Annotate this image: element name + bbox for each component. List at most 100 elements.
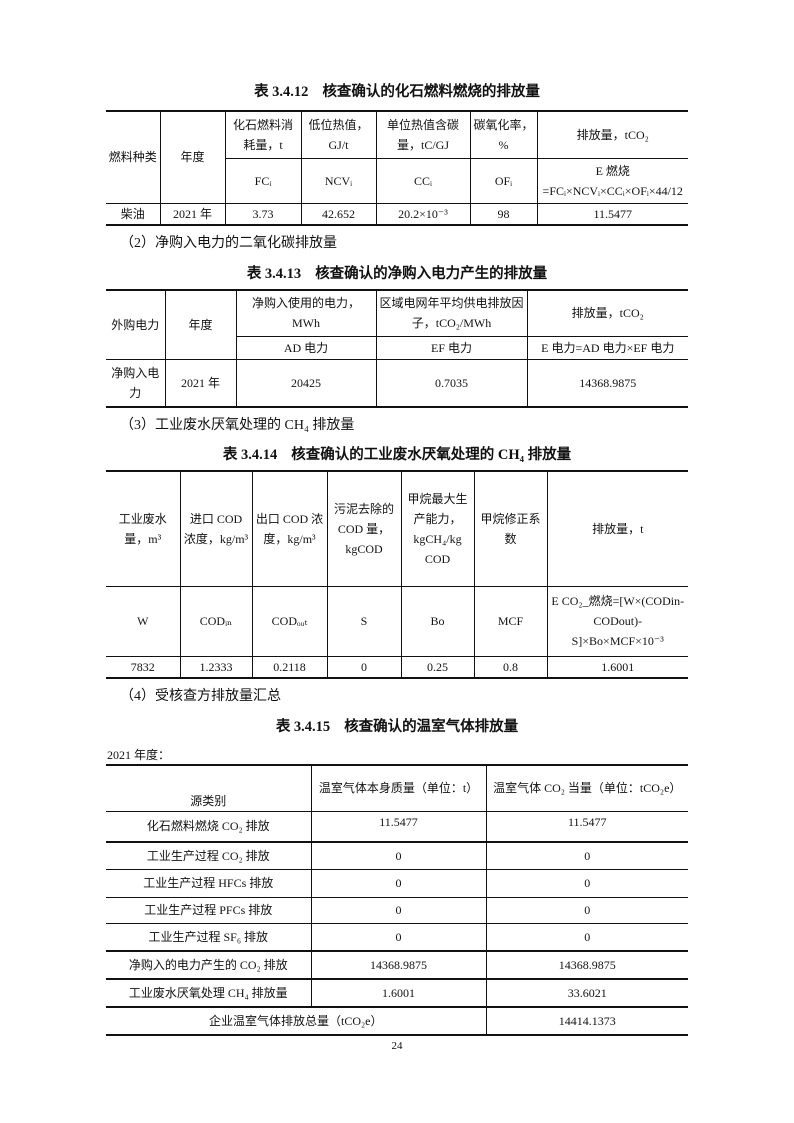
- table-row: 7832 1.2333 0.2118 0 0.25 0.8 1.6001: [106, 655, 688, 679]
- symbol-cell: W: [106, 585, 181, 657]
- cell: 98: [469, 202, 538, 226]
- header-cell: 排放量，tCO₂: [526, 289, 688, 337]
- symbol-cell: AD 电力: [236, 335, 377, 360]
- header-cell: 低位热值，GJ/t: [300, 110, 377, 159]
- cell: 0: [310, 896, 487, 924]
- table-row: 净购入电力 2021 年 20425 0.7035 14368.9875: [106, 358, 688, 408]
- header-cell: 出口 COD 浓度，kg/m³: [251, 470, 328, 587]
- cell: 工业生产过程 PFCs 排放: [106, 896, 312, 924]
- header-cell: 甲烷修正系数: [473, 470, 548, 587]
- cell: 0: [310, 868, 487, 898]
- table-caption: 表 3.4.12 核查确认的化石燃料燃烧的排放量: [0, 80, 794, 101]
- purchased-electricity-table: 外购电力 年度 净购入使用的电力，MWh 区域电网年平均供电排放因子，tCO₂/…: [106, 289, 688, 408]
- symbol-cell: OFᵢ: [469, 157, 538, 204]
- cell: 7832: [106, 655, 181, 679]
- cell: 0: [485, 922, 688, 952]
- cell: 2021 年: [159, 202, 226, 226]
- cell: 0: [326, 655, 402, 679]
- header-cell: 进口 COD 浓度，kg/m³: [179, 470, 253, 587]
- header-cell: 碳氧化率，%: [469, 110, 538, 159]
- cell: 14368.9875: [310, 950, 487, 980]
- cell: 14368.9875: [526, 358, 688, 408]
- caption-number: 表 3.4.12: [254, 84, 309, 100]
- cell: 工业废水厌氧处理 CH₄ 排放量: [106, 978, 312, 1008]
- symbol-cell: CODᵢₙ: [179, 585, 253, 657]
- symbol-cell: FCᵢ: [225, 157, 302, 204]
- cell: 0.25: [400, 655, 475, 679]
- symbol-cell: E 燃烧=FCᵢ×NCVᵢ×CCᵢ×OFᵢ×44/12: [536, 157, 688, 204]
- table-caption: 表 3.4.13 核查确认的净购入电力产生的排放量: [0, 262, 794, 283]
- table-row: 柴油 2021 年 3.73 42.652 20.2×10⁻³ 98 11.54…: [106, 202, 688, 226]
- header-cell: 排放量，t: [546, 470, 688, 587]
- cell: 工业生产过程 CO₂ 排放: [106, 841, 312, 870]
- cell: 工业生产过程 HFCs 排放: [106, 868, 312, 898]
- caption-number: 表 3.4.15: [275, 719, 331, 735]
- total-value: 14414.1373: [485, 1006, 688, 1036]
- header-cell: 年度: [164, 289, 237, 360]
- table-caption: 表 3.4.15 核查确认的温室气体排放量: [0, 715, 794, 736]
- ghg-summary-table: 源类别 温室气体本身质量（单位：t） 温室气体 CO₂ 当量（单位：tCO₂e）…: [106, 764, 688, 1036]
- symbol-cell: E 电力=AD 电力×EF 电力: [526, 335, 688, 360]
- symbol-cell: Bo: [400, 585, 475, 657]
- section-heading: （4）受核查方排放量汇总: [120, 689, 281, 704]
- symbol-cell: CODₒᵤₜ: [251, 585, 328, 657]
- cell: 0.8: [473, 655, 548, 679]
- header-cell: 化石燃料消耗量，t: [224, 110, 302, 159]
- caption-number: 表 3.4.14: [222, 447, 278, 463]
- cell: 3.73: [224, 202, 302, 226]
- section-heading: （3）工业废水厌氧处理的 CH₄ 排放量: [120, 418, 355, 433]
- total-label: 企业温室气体排放总量（tCO₂e）: [106, 1006, 487, 1036]
- cell: 0.7035: [375, 358, 528, 408]
- table-row: 工业废水厌氧处理 CH₄ 排放量 1.6001 33.6021: [106, 978, 688, 1008]
- total-row: 企业温室气体排放总量（tCO₂e） 14414.1373: [106, 1006, 688, 1036]
- cell: 柴油: [106, 202, 161, 226]
- cell: 11.5477: [310, 810, 487, 843]
- cell: 1.6001: [546, 655, 688, 679]
- cell: 42.652: [300, 202, 377, 226]
- cell: 化石燃料燃烧 CO₂ 排放: [106, 810, 312, 843]
- table-caption: 表 3.4.14 核查确认的工业废水厌氧处理的 CH₄ 排放量: [0, 443, 794, 464]
- caption-text: 核查确认的温室气体排放量: [344, 719, 519, 735]
- header-cell: 污泥去除的 COD 量，kgCOD: [326, 470, 402, 587]
- table-row: 工业生产过程 HFCs 排放 0 0: [106, 868, 688, 898]
- cell: 11.5477: [485, 810, 688, 843]
- header-cell: 区域电网年平均供电排放因子，tCO₂/MWh: [375, 289, 528, 337]
- header-cell: 净购入使用的电力，MWh: [235, 289, 377, 337]
- cell: 1.6001: [310, 978, 487, 1008]
- header-cell: 工业废水量，m³: [106, 470, 181, 587]
- fossil-fuel-table: 燃料种类 年度 化石燃料消耗量，t 低位热值，GJ/t 单位热值含碳量，tC/G…: [106, 110, 688, 226]
- header-cell: 温室气体 CO₂ 当量（单位：tCO₂e）: [485, 764, 688, 812]
- symbol-cell: NCVᵢ: [300, 157, 377, 204]
- cell: 0: [485, 841, 688, 870]
- header-cell: 甲烷最大生产能力，kgCH₄/kg COD: [400, 470, 475, 587]
- header-cell: 外购电力: [106, 289, 166, 360]
- caption-text: 核查确认的工业废水厌氧处理的 CH₄ 排放量: [291, 447, 572, 463]
- cell: 20.2×10⁻³: [375, 202, 471, 226]
- cell: 14368.9875: [485, 950, 688, 980]
- header-cell: 源类别: [106, 764, 312, 812]
- table-row: 工业生产过程 SF₆ 排放 0 0: [106, 922, 688, 952]
- year-note: 2021 年度：: [107, 748, 171, 762]
- caption-text: 核查确认的化石燃料燃烧的排放量: [322, 84, 540, 100]
- page-number: 24: [391, 1040, 403, 1052]
- header-cell: 单位热值含碳量，tC/GJ: [375, 110, 471, 159]
- cell: 净购入电力: [106, 358, 166, 408]
- caption-number: 表 3.4.13: [246, 266, 302, 282]
- wastewater-ch4-table: 工业废水量，m³ 进口 COD 浓度，kg/m³ 出口 COD 浓度，kg/m³…: [106, 470, 688, 679]
- caption-text: 核查确认的净购入电力产生的排放量: [315, 266, 548, 282]
- symbol-cell: E CO₂_燃烧=[W×(CODin-CODout)-S]×Bo×MCF×10⁻…: [546, 585, 688, 657]
- cell: 净购入的电力产生的 CO₂ 排放: [106, 950, 312, 980]
- cell: 0: [485, 868, 688, 898]
- cell: 11.5477: [536, 202, 688, 226]
- cell: 1.2333: [179, 655, 253, 679]
- cell: 0: [310, 841, 487, 870]
- symbol-cell: CCᵢ: [375, 157, 471, 204]
- cell: 工业生产过程 SF₆ 排放: [106, 922, 312, 952]
- table-row: 化石燃料燃烧 CO₂ 排放 11.5477 11.5477: [106, 810, 688, 843]
- symbol-cell: EF 电力: [375, 335, 528, 360]
- cell: 33.6021: [485, 978, 688, 1008]
- table-row: 工业生产过程 PFCs 排放 0 0: [106, 896, 688, 924]
- table-row: 净购入的电力产生的 CO₂ 排放 14368.9875 14368.9875: [106, 950, 688, 980]
- symbol-cell: S: [326, 585, 402, 657]
- table-row: 工业生产过程 CO₂ 排放 0 0: [106, 841, 688, 870]
